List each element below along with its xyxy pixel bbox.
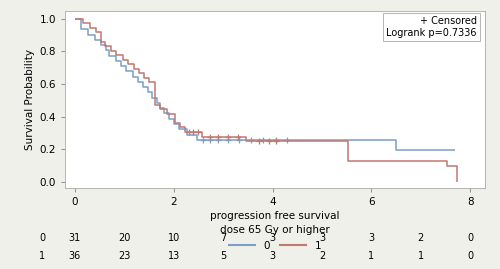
Y-axis label: Survival Probability: Survival Probability bbox=[26, 49, 36, 150]
X-axis label: progression free survival: progression free survival bbox=[210, 211, 340, 221]
Text: 3: 3 bbox=[368, 233, 374, 243]
Text: 0: 0 bbox=[40, 233, 46, 243]
Text: + Censored
Logrank p=0.7336: + Censored Logrank p=0.7336 bbox=[386, 16, 476, 38]
Text: 13: 13 bbox=[168, 250, 180, 261]
Text: 36: 36 bbox=[69, 250, 81, 261]
Text: 0: 0 bbox=[467, 250, 473, 261]
Text: 10: 10 bbox=[168, 233, 180, 243]
Text: 31: 31 bbox=[69, 233, 81, 243]
Text: 3: 3 bbox=[319, 233, 325, 243]
Text: 1: 1 bbox=[40, 250, 46, 261]
Text: 20: 20 bbox=[118, 233, 130, 243]
Text: 3: 3 bbox=[270, 233, 276, 243]
Text: 2: 2 bbox=[319, 250, 325, 261]
Text: 5: 5 bbox=[220, 250, 226, 261]
Text: 7: 7 bbox=[220, 233, 226, 243]
Text: 23: 23 bbox=[118, 250, 130, 261]
Text: 0: 0 bbox=[467, 233, 473, 243]
Text: 1: 1 bbox=[368, 250, 374, 261]
Legend: 0, 1: 0, 1 bbox=[220, 225, 330, 251]
Text: 2: 2 bbox=[418, 233, 424, 243]
Text: 3: 3 bbox=[270, 250, 276, 261]
Text: 1: 1 bbox=[418, 250, 424, 261]
